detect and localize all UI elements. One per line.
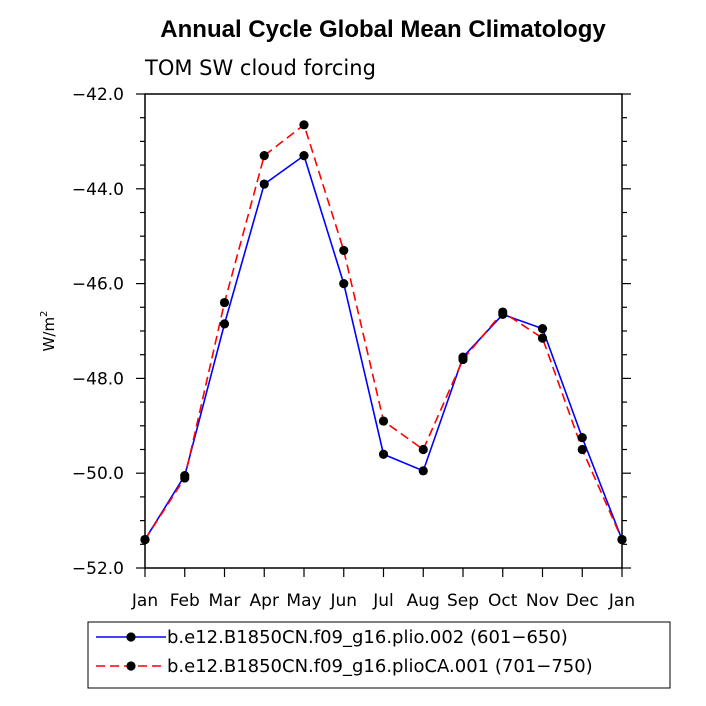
y-tick-label: −50.0 xyxy=(72,464,124,484)
y-axis: −52.0 −50.0 −48.0 −46.0 −44.0 −42.0 xyxy=(72,85,631,579)
series-2-point xyxy=(577,444,587,455)
series-2-point xyxy=(418,444,428,455)
y-tick-label: −44.0 xyxy=(72,180,124,200)
x-tick-label: Sep xyxy=(447,591,479,611)
x-tick-label: Aug xyxy=(407,591,440,611)
x-tick-label: Dec xyxy=(566,591,599,611)
y-axis-label: W/m2 xyxy=(39,311,58,352)
legend-label-2: b.e12.B1850CN.f09_g16.plioCA.001 (701−75… xyxy=(167,656,593,677)
y-axis-label-exponent: 2 xyxy=(39,311,50,317)
series-line-2 xyxy=(144,123,623,540)
y-tick-label: −52.0 xyxy=(72,559,124,579)
series-1-point xyxy=(537,324,548,334)
legend-marker-2 xyxy=(126,661,136,671)
series-2-point xyxy=(219,297,230,308)
chart-title: Annual Cycle Global Mean Climatology xyxy=(160,16,606,43)
series-1-point xyxy=(378,449,389,459)
series-layer xyxy=(140,120,627,545)
series-1-point xyxy=(219,319,230,329)
series-2-point xyxy=(180,473,190,483)
series-2-point xyxy=(617,534,627,545)
legend: b.e12.B1850CN.f09_g16.plio.002 (601−650)… xyxy=(96,627,593,677)
series-2-point xyxy=(299,120,309,130)
series-2-point xyxy=(498,307,508,317)
y-tick-label: −48.0 xyxy=(72,369,124,389)
series-1-point xyxy=(259,179,269,189)
series-2-point xyxy=(339,245,349,256)
x-axis: Jan Feb Mar Apr May Jun Jul Aug Sep Oct Nov Dec Jan xyxy=(131,568,635,611)
x-tick-label: Feb xyxy=(170,591,200,611)
series-line-1 xyxy=(144,154,623,540)
legend-label-1: b.e12.B1850CN.f09_g16.plio.002 (601−650) xyxy=(167,627,568,648)
x-tick-label: Nov xyxy=(526,591,559,611)
x-tick-label: Jun xyxy=(329,591,357,611)
series-1-point xyxy=(299,151,309,161)
x-tick-label: Jan xyxy=(131,591,158,611)
chart-subtitle: TOM SW cloud forcing xyxy=(144,56,376,80)
series-1-point xyxy=(577,433,587,443)
series-2-point xyxy=(140,534,150,545)
y-axis-label-unit: W/m xyxy=(40,317,58,352)
x-tick-label: Jan xyxy=(608,591,635,611)
series-1-point xyxy=(418,466,428,476)
x-tick-label: Jul xyxy=(372,591,394,611)
x-tick-label: May xyxy=(286,591,321,611)
y-tick-label: −42.0 xyxy=(72,85,124,105)
x-tick-label: Mar xyxy=(208,591,240,611)
legend-marker-1 xyxy=(126,632,136,642)
series-2-point xyxy=(378,416,389,426)
series-2-point xyxy=(458,354,468,365)
series-1-point xyxy=(339,279,349,289)
y-tick-label: −46.0 xyxy=(72,275,124,295)
x-tick-label: Oct xyxy=(488,591,518,611)
series-2-point xyxy=(537,333,548,343)
plot-frame xyxy=(144,93,623,569)
legend-box xyxy=(87,621,671,689)
x-tick-label: Apr xyxy=(250,591,279,611)
series-2-point xyxy=(259,151,269,161)
